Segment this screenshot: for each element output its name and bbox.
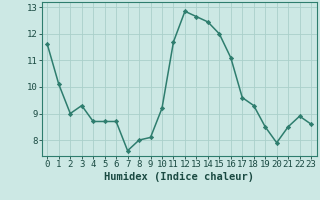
X-axis label: Humidex (Indice chaleur): Humidex (Indice chaleur): [104, 172, 254, 182]
